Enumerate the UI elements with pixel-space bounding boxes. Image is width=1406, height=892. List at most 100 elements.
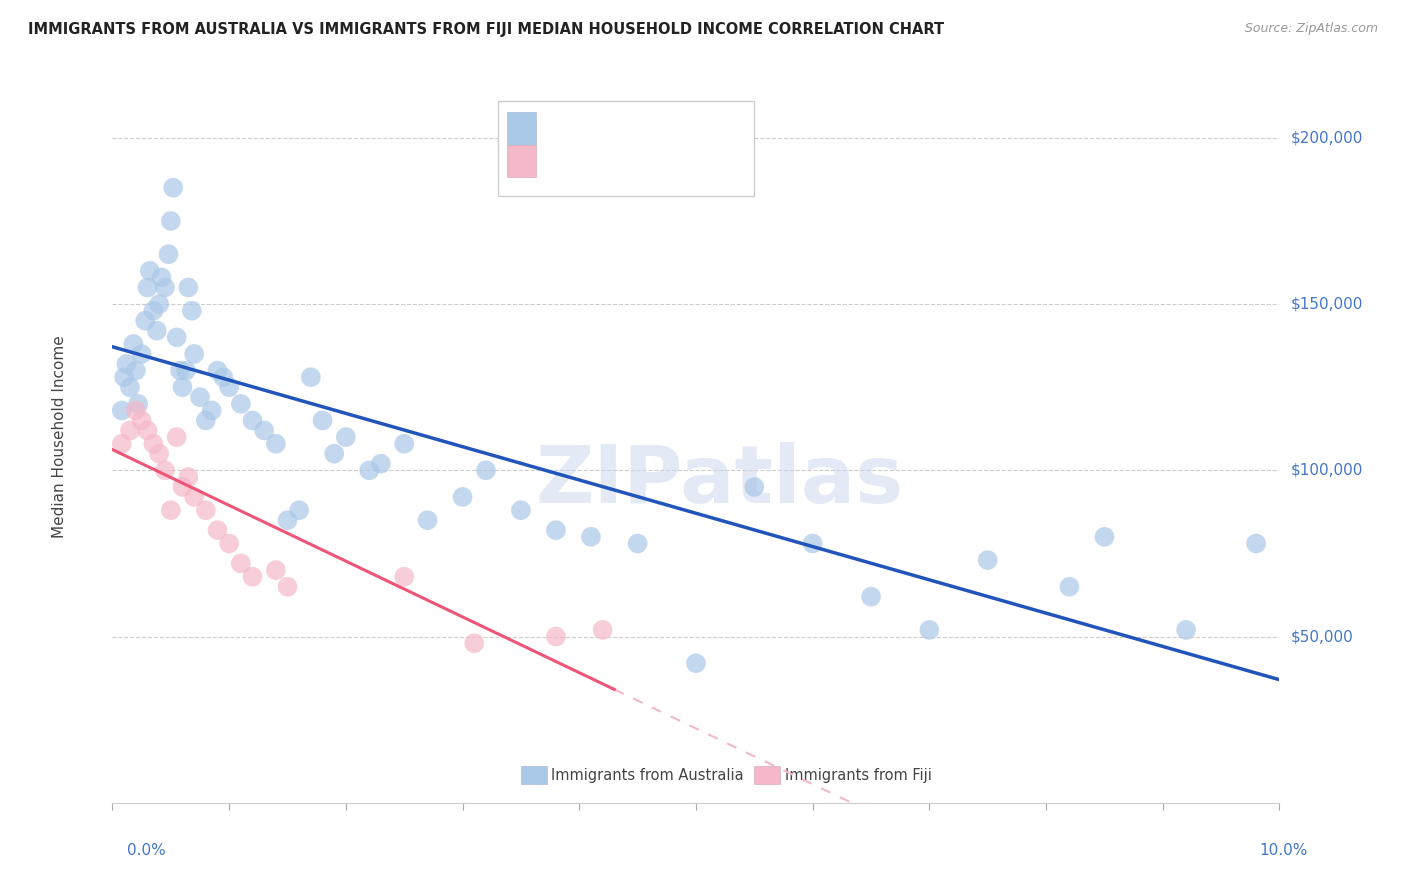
Point (148, 297, 170, 311)
Point (112, 370, 135, 384)
Point (229, 557, 252, 571)
FancyBboxPatch shape (498, 101, 755, 195)
Text: ZIPatlas: ZIPatlas (536, 442, 904, 520)
Point (194, 413, 217, 427)
Point (131, 347, 153, 361)
Point (118, 424, 141, 438)
Point (127, 397, 149, 411)
Point (118, 380, 141, 394)
Point (212, 370, 235, 384)
Point (335, 430, 357, 444)
Point (359, 463, 381, 477)
Point (1244, 536, 1267, 550)
Bar (508, 145, 536, 178)
Point (311, 413, 333, 427)
Point (122, 337, 145, 351)
Text: $50,000: $50,000 (1291, 629, 1354, 644)
Point (1059, 580, 1081, 594)
Point (177, 470, 200, 484)
Point (136, 424, 159, 438)
Text: Median Household Income: Median Household Income (52, 335, 67, 539)
Text: $200,000: $200,000 (1291, 130, 1362, 145)
Point (323, 447, 346, 461)
Text: R = -0.545   N = 62: R = -0.545 N = 62 (550, 120, 700, 136)
Point (136, 280, 159, 294)
Point (111, 436, 134, 450)
Point (139, 264, 162, 278)
Text: Immigrants from Australia: Immigrants from Australia (551, 767, 744, 782)
Point (451, 490, 474, 504)
Text: IMMIGRANTS FROM AUSTRALIA VS IMMIGRANTS FROM FIJI MEDIAN HOUSEHOLD INCOME CORREL: IMMIGRANTS FROM AUSTRALIA VS IMMIGRANTS … (28, 22, 945, 37)
Point (146, 324, 169, 338)
Text: 10.0%: 10.0% (1260, 843, 1308, 858)
Point (1094, 530, 1116, 544)
Point (276, 580, 298, 594)
Point (463, 636, 485, 650)
Text: Immigrants from Fiji: Immigrants from Fiji (785, 767, 932, 782)
Point (166, 330, 188, 344)
Point (394, 570, 416, 584)
Point (153, 280, 176, 294)
Point (242, 413, 264, 427)
Point (416, 513, 439, 527)
Point (160, 214, 183, 228)
Point (177, 280, 200, 294)
Bar (755, 766, 780, 784)
Point (153, 463, 176, 477)
Point (115, 357, 138, 371)
Point (742, 480, 765, 494)
Point (218, 380, 240, 394)
Point (253, 424, 276, 438)
Text: Source: ZipAtlas.com: Source: ZipAtlas.com (1244, 22, 1378, 36)
Point (174, 363, 197, 377)
Point (148, 447, 170, 461)
Point (288, 503, 311, 517)
Point (685, 656, 707, 670)
Bar (520, 766, 547, 784)
Point (172, 380, 194, 394)
Point (207, 363, 229, 377)
Point (180, 303, 202, 318)
Point (394, 436, 416, 450)
Point (111, 403, 134, 417)
Point (544, 630, 567, 644)
Point (299, 370, 322, 384)
Point (264, 436, 287, 450)
Point (370, 457, 392, 471)
Point (264, 563, 287, 577)
Bar (508, 112, 536, 145)
Point (125, 403, 148, 417)
Point (150, 270, 173, 285)
Point (207, 523, 229, 537)
Point (131, 413, 153, 427)
Point (125, 363, 148, 377)
Point (162, 180, 184, 194)
Point (276, 513, 298, 527)
Point (801, 536, 824, 550)
Point (166, 430, 188, 444)
Point (1175, 623, 1198, 637)
Point (242, 570, 264, 584)
Point (592, 623, 614, 637)
Point (579, 530, 602, 544)
Point (627, 536, 650, 550)
Point (509, 503, 531, 517)
Text: $100,000: $100,000 (1291, 463, 1362, 478)
Point (183, 347, 205, 361)
Point (183, 490, 205, 504)
Point (218, 536, 240, 550)
Point (172, 480, 194, 494)
Point (157, 247, 180, 261)
Point (188, 390, 211, 404)
Point (860, 590, 883, 604)
Point (918, 623, 941, 637)
Point (142, 303, 165, 318)
Point (229, 397, 252, 411)
Point (194, 503, 217, 517)
Text: 0.0%: 0.0% (127, 843, 166, 858)
Point (134, 314, 156, 328)
Point (976, 553, 998, 567)
Text: $150,000: $150,000 (1291, 297, 1362, 311)
Point (142, 436, 165, 450)
Point (169, 363, 191, 377)
